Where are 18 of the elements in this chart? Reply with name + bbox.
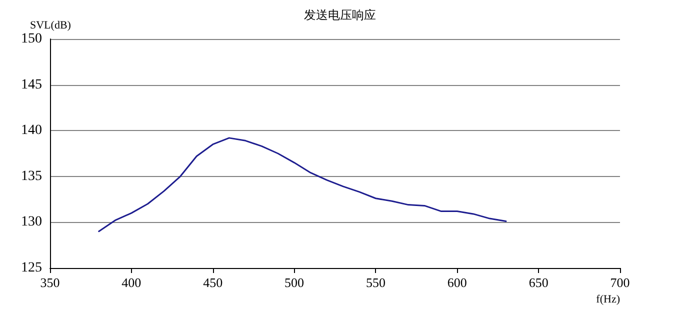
y-tick-label: 135 [21, 168, 42, 184]
y-axis-title: SVL(dB) [30, 20, 72, 32]
x-tick-label: 600 [447, 275, 467, 290]
line-series [98, 137, 507, 232]
y-tick-label: 125 [21, 260, 42, 276]
y-tick-label: 140 [21, 123, 42, 138]
chart-title: 发送电压响应 [304, 8, 376, 22]
x-tick-label: 450 [203, 275, 223, 290]
x-axis-title: f(Hz) [596, 294, 620, 306]
y-tick-label: 145 [21, 77, 42, 92]
y-tick-label: 130 [21, 214, 42, 230]
x-tick-label: 500 [284, 275, 304, 290]
x-tick-label: 400 [122, 275, 142, 290]
x-tick-label: 650 [528, 275, 548, 290]
x-tick-label: 550 [366, 275, 386, 290]
x-tick-label: 700 [610, 275, 630, 290]
y-tick-label: 150 [21, 32, 42, 46]
x-tick-label: 350 [40, 275, 60, 290]
